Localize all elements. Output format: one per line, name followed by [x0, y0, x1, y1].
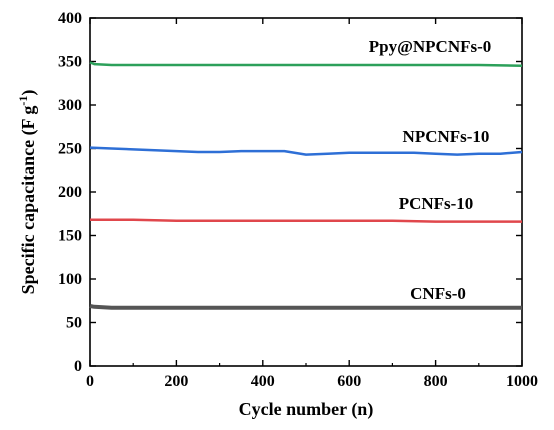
x-tick-label: 400 [251, 373, 275, 390]
x-tick-label: 200 [164, 373, 188, 390]
y-tick-label: 100 [58, 271, 82, 288]
y-tick-label: 350 [58, 54, 82, 71]
x-tick-label: 800 [424, 373, 448, 390]
y-axis-title-tail: ) [18, 90, 39, 96]
series-line-cnfs-0 [89, 304, 522, 310]
y-axis-title-main: Specific capacitance (F g [18, 106, 39, 295]
y-tick-label: 250 [58, 141, 82, 158]
series-group [89, 61, 523, 310]
axis-ticks: 0 200 400 600 800 1000 0 50 100 150 200 250 300 350 40… [58, 10, 538, 390]
series-label: Ppy@NPCNFs-0 [369, 37, 492, 56]
y-tick-label: 400 [58, 10, 82, 27]
series-line-npcnfs-10 [89, 146, 523, 156]
x-axis-title: Cycle number (n) [239, 399, 374, 420]
series-label: CNFs-0 [410, 284, 466, 303]
y-axis-title: Specific capacitance (F g-1) [16, 90, 39, 295]
x-tick-label: 600 [337, 373, 361, 390]
y-axis-title-sup: -1 [16, 96, 30, 106]
y-tick-label: 200 [58, 184, 82, 201]
plot-area [89, 17, 523, 367]
y-tick-label: 50 [66, 315, 82, 332]
y-tick-label: 150 [58, 228, 82, 245]
series-line-ppy-npcnfs-0 [89, 61, 523, 68]
y-tick-label: 300 [58, 97, 82, 114]
plot-frame [89, 17, 523, 367]
series-line-pcnfs-10 [90, 218, 522, 223]
x-tick-label: 1000 [506, 373, 538, 390]
series-label: NPCNFs-10 [403, 127, 490, 146]
x-tick-label: 0 [86, 373, 94, 390]
series-label: PCNFs-10 [399, 194, 474, 213]
y-tick-label: 0 [74, 358, 82, 375]
series-labels: Ppy@NPCNFs-0 NPCNFs-10 PCNFs-10 CNFs-0 [369, 37, 492, 303]
